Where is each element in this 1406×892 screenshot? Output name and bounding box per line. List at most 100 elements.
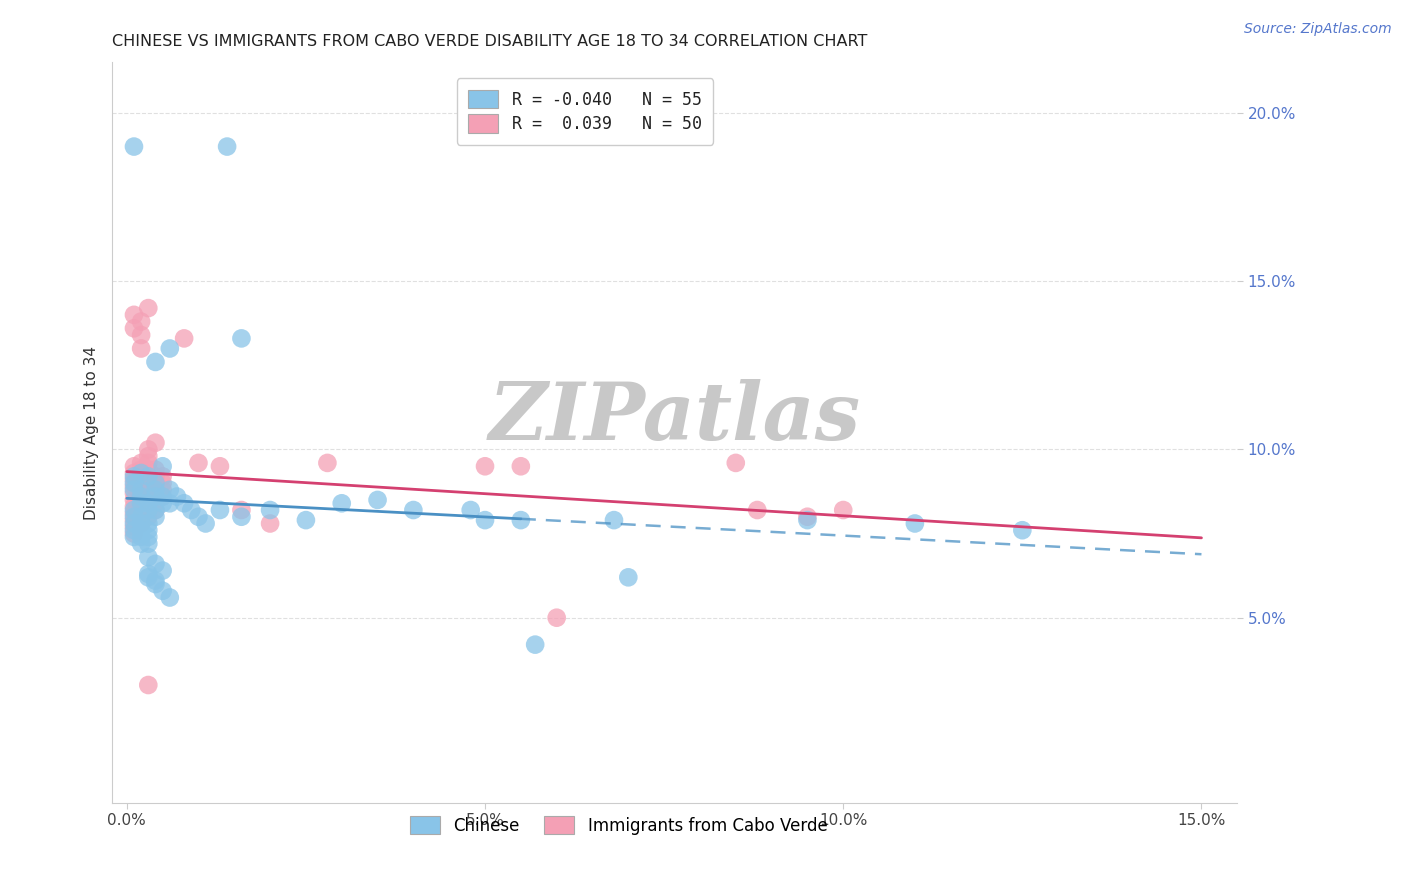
Point — [136, 490, 159, 504]
Point — [136, 566, 159, 581]
Point — [330, 496, 353, 510]
Point — [145, 483, 167, 497]
Point — [136, 678, 159, 692]
Point — [129, 503, 152, 517]
Point — [173, 496, 195, 510]
Point — [122, 516, 145, 531]
Point — [159, 342, 181, 356]
Point — [122, 469, 145, 483]
Point — [231, 331, 253, 345]
Text: CHINESE VS IMMIGRANTS FROM CABO VERDE DISABILITY AGE 18 TO 34 CORRELATION CHART: CHINESE VS IMMIGRANTS FROM CABO VERDE DI… — [112, 34, 868, 49]
Point — [129, 490, 152, 504]
Point — [122, 486, 145, 500]
Point — [136, 462, 159, 476]
Point — [122, 530, 145, 544]
Point — [145, 476, 167, 491]
Point — [136, 550, 159, 565]
Point — [129, 536, 152, 550]
Point — [231, 503, 253, 517]
Point — [159, 483, 181, 497]
Point — [152, 459, 174, 474]
Point — [724, 456, 747, 470]
Point — [259, 503, 281, 517]
Point — [152, 483, 174, 497]
Point — [129, 328, 152, 343]
Point — [122, 476, 145, 491]
Point — [136, 530, 159, 544]
Point — [603, 513, 626, 527]
Point — [122, 526, 145, 541]
Point — [145, 574, 167, 588]
Point — [136, 442, 159, 457]
Point — [187, 456, 209, 470]
Point — [166, 490, 188, 504]
Point — [796, 513, 818, 527]
Point — [231, 509, 253, 524]
Text: ZIPatlas: ZIPatlas — [489, 379, 860, 457]
Point — [122, 473, 145, 487]
Point — [152, 476, 174, 491]
Point — [122, 479, 145, 493]
Point — [145, 490, 167, 504]
Point — [129, 483, 152, 497]
Point — [129, 516, 152, 531]
Point — [217, 139, 239, 153]
Point — [122, 308, 145, 322]
Point — [145, 476, 167, 491]
Point — [145, 503, 167, 517]
Point — [145, 577, 167, 591]
Point — [129, 462, 152, 476]
Point — [136, 476, 159, 491]
Point — [832, 503, 855, 517]
Point — [122, 503, 145, 517]
Point — [145, 469, 167, 483]
Point — [145, 435, 167, 450]
Point — [152, 496, 174, 510]
Point — [122, 492, 145, 507]
Point — [145, 462, 167, 476]
Point — [367, 492, 389, 507]
Point — [136, 449, 159, 463]
Point — [474, 513, 496, 527]
Point — [524, 638, 547, 652]
Point — [145, 496, 167, 510]
Point — [122, 513, 145, 527]
Point — [145, 503, 167, 517]
Point — [152, 490, 174, 504]
Point — [129, 496, 152, 510]
Point — [122, 466, 145, 480]
Point — [136, 496, 159, 510]
Point — [136, 503, 159, 517]
Legend: Chinese, Immigrants from Cabo Verde: Chinese, Immigrants from Cabo Verde — [398, 805, 839, 847]
Point — [295, 513, 318, 527]
Point — [122, 483, 145, 497]
Point — [152, 469, 174, 483]
Point — [136, 496, 159, 510]
Point — [136, 301, 159, 315]
Point — [460, 503, 482, 517]
Point — [136, 509, 159, 524]
Point — [159, 591, 181, 605]
Point — [122, 459, 145, 474]
Point — [136, 483, 159, 497]
Point — [129, 490, 152, 504]
Point — [208, 503, 231, 517]
Point — [129, 456, 152, 470]
Point — [136, 469, 159, 483]
Point — [152, 490, 174, 504]
Point — [402, 503, 425, 517]
Point — [173, 331, 195, 345]
Point — [145, 483, 167, 497]
Point — [122, 507, 145, 521]
Point — [129, 509, 152, 524]
Point — [122, 500, 145, 514]
Point — [129, 516, 152, 531]
Point — [129, 530, 152, 544]
Point — [129, 476, 152, 491]
Point — [136, 536, 159, 550]
Text: Source: ZipAtlas.com: Source: ZipAtlas.com — [1244, 22, 1392, 37]
Point — [145, 355, 167, 369]
Point — [136, 570, 159, 584]
Point — [194, 516, 217, 531]
Point — [122, 509, 145, 524]
